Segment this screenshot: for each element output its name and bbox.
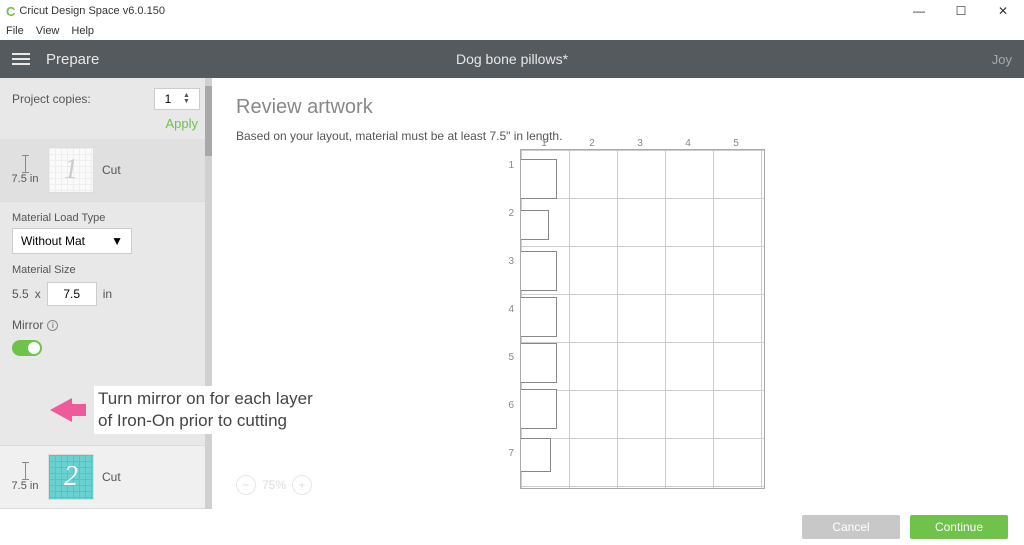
mat-item-1[interactable]: 7.5 in 1 Cut [0, 139, 212, 202]
menu-help[interactable]: Help [71, 25, 94, 37]
titlebar: C Cricut Design Space v6.0.150 — ☐ ✕ [0, 0, 1024, 22]
page-title: Review artwork [236, 96, 1000, 119]
menu-view[interactable]: View [36, 25, 60, 37]
artwork-shapes [521, 156, 557, 478]
menubar: File View Help [0, 22, 1024, 40]
mat-thumb-icon: 2 [48, 454, 94, 500]
copies-stepper[interactable]: ▲▼ [154, 88, 200, 110]
footer-bar: Cancel Continue [0, 509, 1024, 545]
main-panel: Review artwork Based on your layout, mat… [212, 78, 1024, 509]
mat-preview: 12345 1234567 [492, 138, 765, 489]
load-type-label: Material Load Type [0, 202, 212, 228]
apply-button[interactable]: Apply [165, 116, 198, 131]
mirror-label: Mirror [12, 318, 43, 332]
zoom-out-button[interactable]: − [236, 475, 256, 495]
chevron-down-icon: ▼ [111, 234, 123, 248]
app-logo-icon: C [6, 4, 15, 19]
project-title: Dog bone pillows* [456, 51, 568, 67]
prepare-sidebar: Project copies: ▲▼ Apply 7.5 in 1 Cut Ma… [0, 78, 212, 509]
mat-grid[interactable] [520, 149, 765, 489]
mat-item-2[interactable]: 7.5 in 2 Cut [0, 445, 212, 509]
mat-dim: 7.5 in [12, 480, 39, 492]
material-size-label: Material Size [0, 254, 212, 280]
minimize-button[interactable]: — [898, 0, 940, 22]
maximize-button[interactable]: ☐ [940, 0, 982, 22]
app-toolbar: Prepare Dog bone pillows* Joy [0, 40, 1024, 78]
mat-thumb-icon: 1 [48, 147, 94, 193]
cancel-button[interactable]: Cancel [802, 515, 900, 539]
copies-down-icon[interactable]: ▼ [183, 99, 190, 105]
sidebar-scrollbar[interactable] [205, 78, 212, 509]
zoom-value: 75% [262, 478, 286, 492]
copies-label: Project copies: [12, 92, 91, 106]
annotation-text: Turn mirror on for each layer of Iron-On… [94, 386, 404, 434]
load-type-select[interactable]: Without Mat ▼ [12, 228, 132, 254]
mirror-toggle[interactable] [12, 340, 42, 356]
machine-label[interactable]: Joy [992, 52, 1012, 67]
ruler-horizontal: 12345 [520, 138, 765, 149]
ruler-vertical: 1234567 [502, 160, 514, 496]
close-button[interactable]: ✕ [982, 0, 1024, 22]
mode-label: Prepare [46, 51, 99, 68]
menu-file[interactable]: File [6, 25, 24, 37]
mat-type: Cut [102, 163, 121, 177]
app-title: Cricut Design Space [19, 5, 119, 17]
copies-input[interactable] [155, 92, 181, 106]
size-height-input[interactable] [47, 282, 97, 306]
annotation-arrow-icon [50, 398, 72, 422]
mat-type: Cut [102, 470, 121, 484]
continue-button[interactable]: Continue [910, 515, 1008, 539]
mat-dim: 7.5 in [12, 173, 39, 185]
size-width: 5.5 [12, 287, 29, 301]
app-version: v6.0.150 [123, 5, 165, 17]
zoom-in-button[interactable]: + [292, 475, 312, 495]
zoom-controls: − 75% + [236, 475, 312, 495]
info-icon[interactable]: i [47, 320, 58, 331]
hamburger-icon[interactable] [12, 53, 30, 65]
